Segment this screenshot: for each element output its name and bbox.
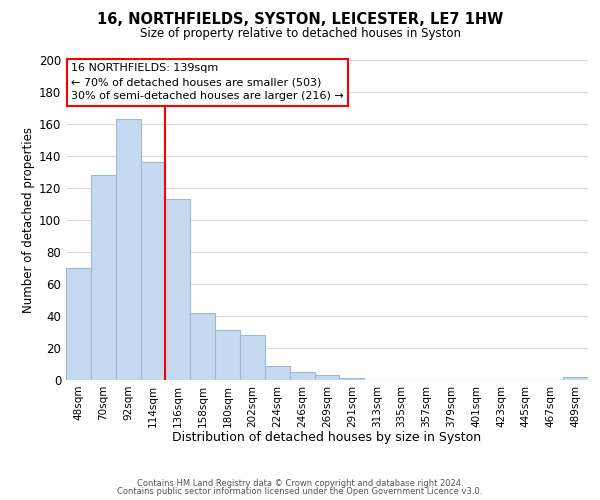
- X-axis label: Distribution of detached houses by size in Syston: Distribution of detached houses by size …: [172, 431, 482, 444]
- Bar: [314, 375, 340, 380]
- Bar: [340, 378, 364, 380]
- Bar: [166, 199, 190, 380]
- Bar: [215, 330, 240, 380]
- Bar: [66, 268, 91, 380]
- Bar: [190, 313, 215, 380]
- Bar: [140, 162, 166, 380]
- Bar: [563, 377, 588, 380]
- Text: Contains HM Land Registry data © Crown copyright and database right 2024.: Contains HM Land Registry data © Crown c…: [137, 478, 463, 488]
- Y-axis label: Number of detached properties: Number of detached properties: [22, 127, 35, 313]
- Text: 16 NORTHFIELDS: 139sqm
← 70% of detached houses are smaller (503)
30% of semi-de: 16 NORTHFIELDS: 139sqm ← 70% of detached…: [71, 63, 344, 101]
- Bar: [240, 335, 265, 380]
- Text: Contains public sector information licensed under the Open Government Licence v3: Contains public sector information licen…: [118, 487, 482, 496]
- Text: Size of property relative to detached houses in Syston: Size of property relative to detached ho…: [139, 28, 461, 40]
- Bar: [290, 372, 314, 380]
- Bar: [265, 366, 290, 380]
- Bar: [116, 119, 140, 380]
- Bar: [91, 175, 116, 380]
- Text: 16, NORTHFIELDS, SYSTON, LEICESTER, LE7 1HW: 16, NORTHFIELDS, SYSTON, LEICESTER, LE7 …: [97, 12, 503, 28]
